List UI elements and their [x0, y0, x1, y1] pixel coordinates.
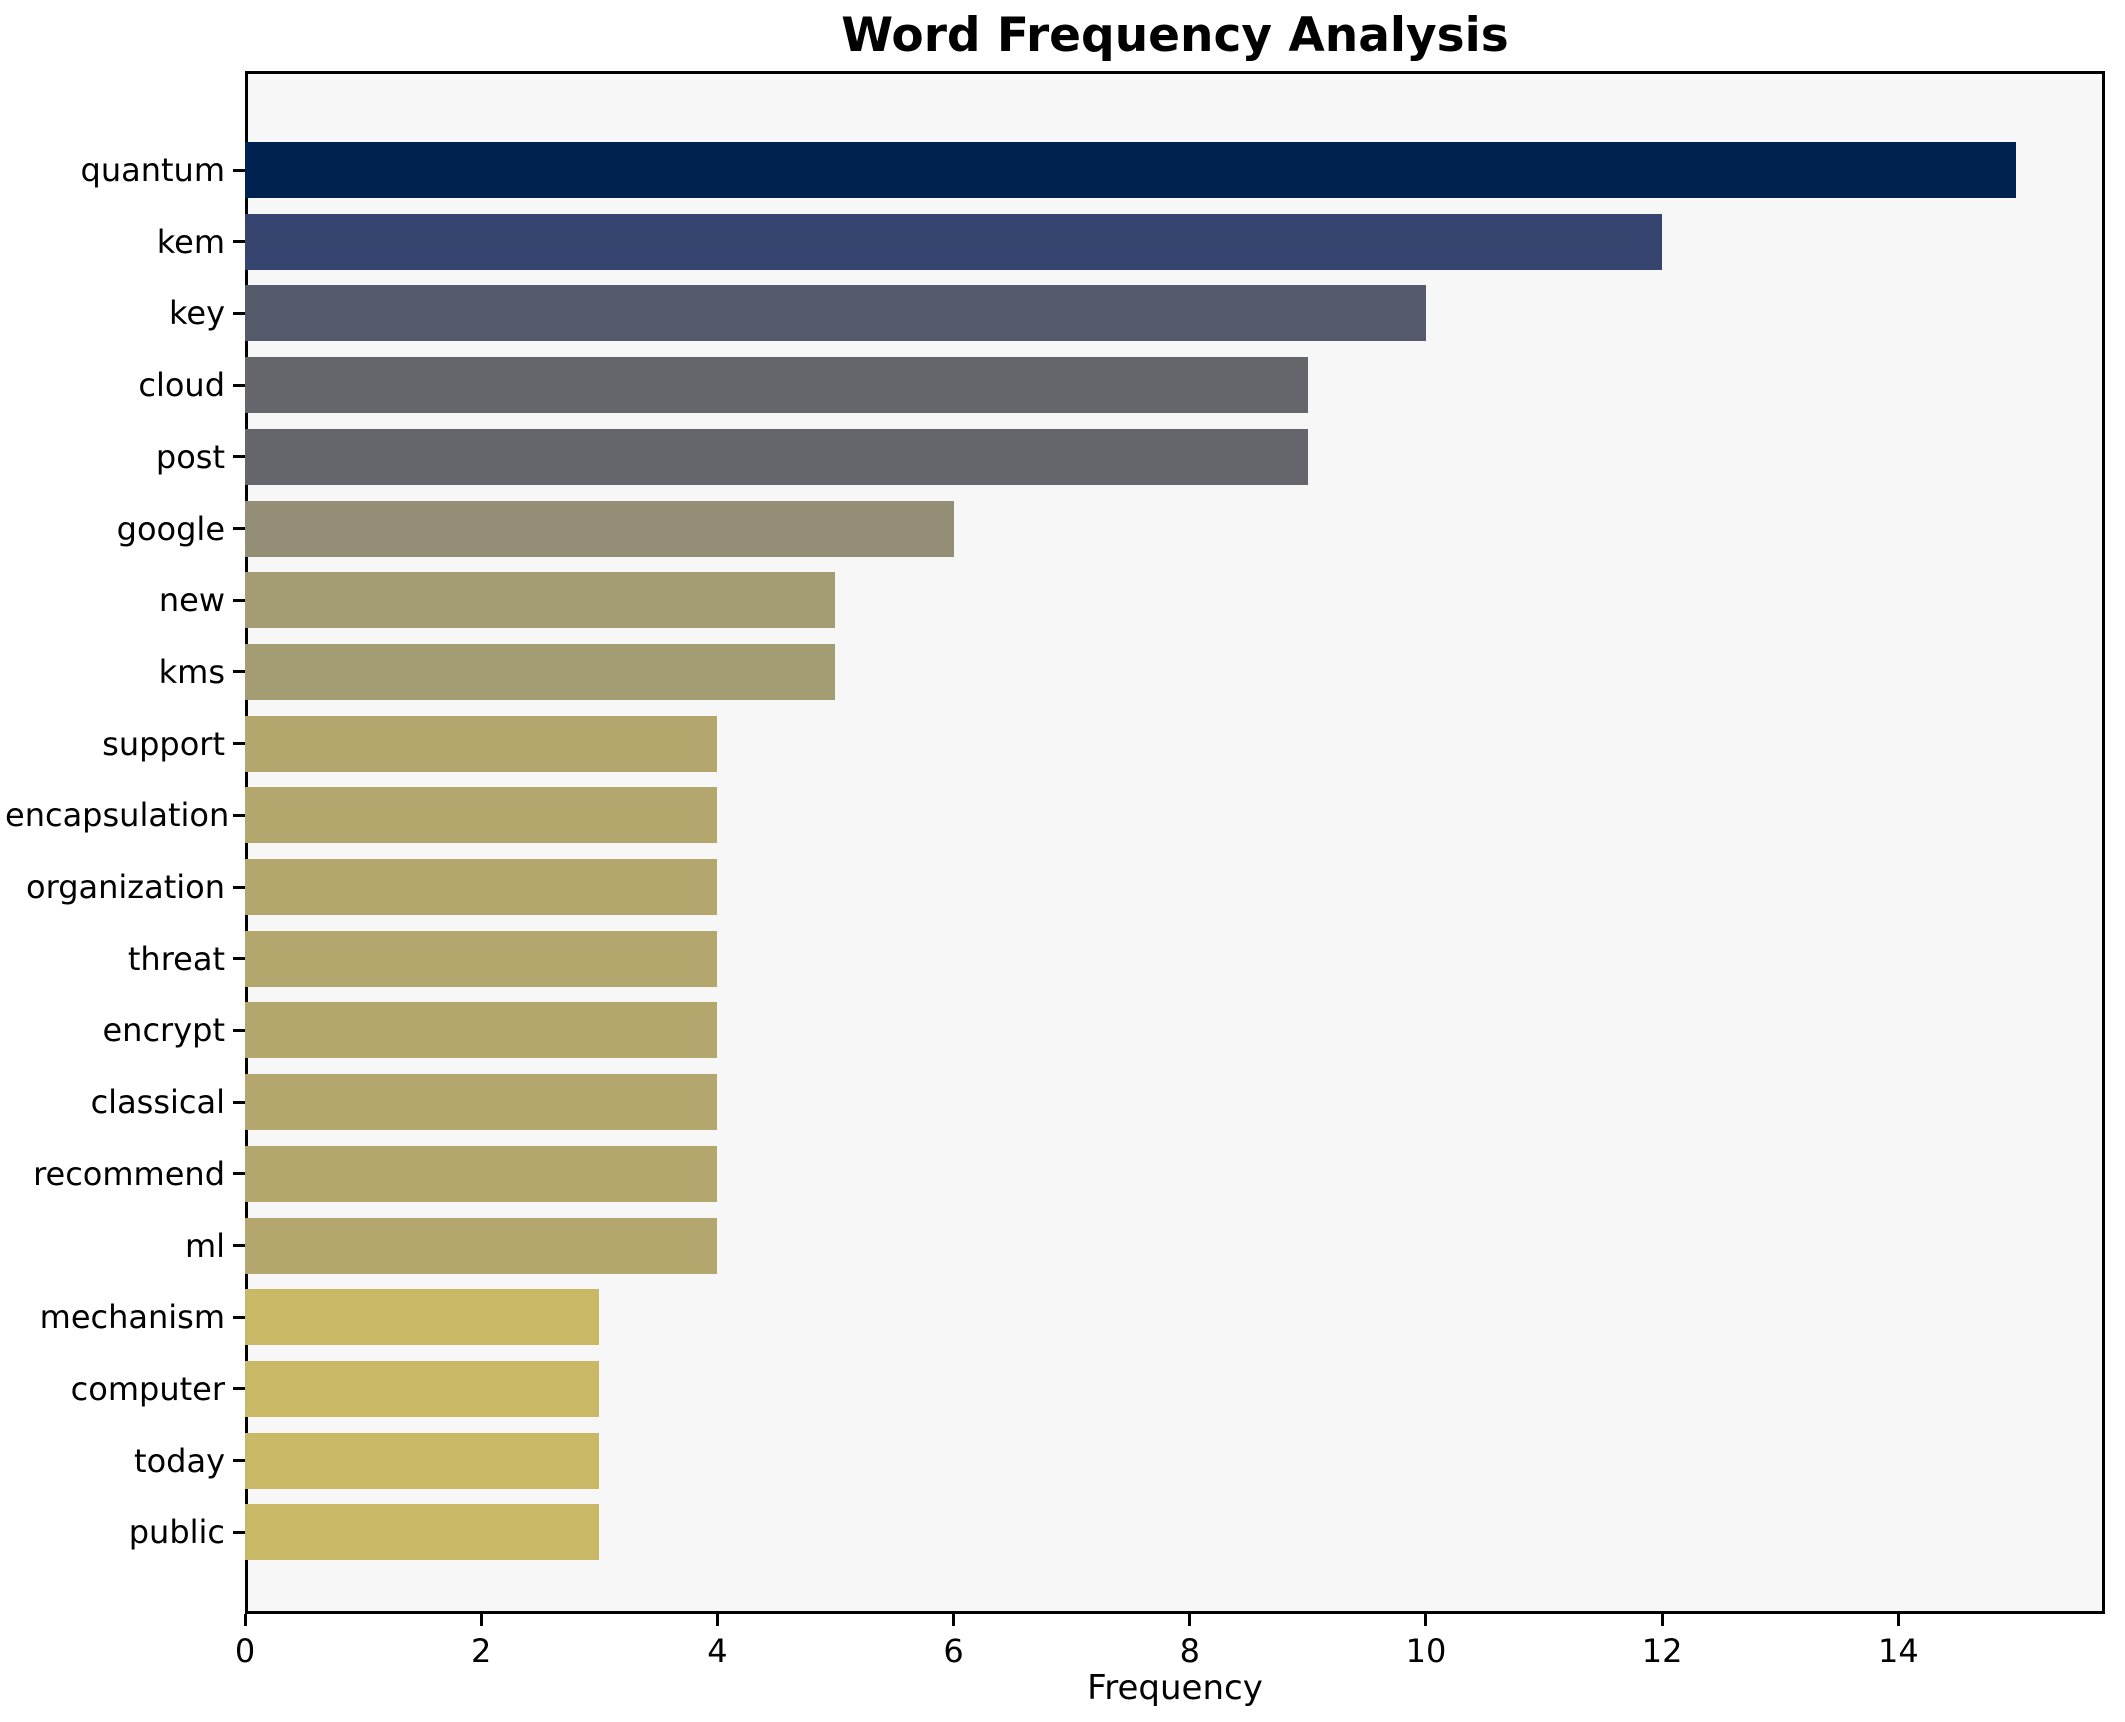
x-tick-label-6: 6 — [943, 1632, 964, 1670]
x-tick-mark — [1896, 1614, 1900, 1626]
x-tick-mark — [715, 1614, 719, 1626]
bar-post — [245, 428, 1308, 485]
y-tick-label-mechanism: mechanism — [39, 1298, 225, 1337]
x-tick-mark — [1660, 1614, 1664, 1626]
y-tick-mark — [233, 1530, 245, 1534]
x-tick-label-8: 8 — [1179, 1632, 1200, 1670]
x-tick-mark — [952, 1614, 956, 1626]
bar-encrypt — [245, 1002, 718, 1059]
bar-computer — [245, 1360, 600, 1417]
y-tick-label-encapsulation: encapsulation — [5, 796, 230, 835]
y-tick-label-post: post — [155, 437, 225, 476]
y-tick-label-today: today — [134, 1441, 225, 1480]
y-tick-label-kem: kem — [156, 222, 225, 261]
y-tick-mark — [233, 1315, 245, 1319]
y-tick-mark — [233, 527, 245, 530]
y-tick-label-key: key — [168, 294, 225, 333]
y-tick-mark — [233, 742, 245, 746]
bar-kms — [245, 643, 836, 700]
bar-kem — [245, 213, 1663, 270]
y-tick-mark — [233, 1387, 245, 1391]
y-tick-mark — [233, 168, 245, 172]
x-axis-label: Frequency — [1087, 1668, 1263, 1708]
bar-encapsulation — [245, 787, 718, 844]
bar-today — [245, 1432, 600, 1489]
y-tick-mark — [233, 1028, 245, 1032]
y-tick-label-quantum: quantum — [80, 151, 225, 189]
y-tick-label-cloud: cloud — [138, 366, 225, 405]
bar-recommend — [245, 1145, 718, 1202]
x-tick-label-0: 0 — [234, 1632, 256, 1670]
y-tick-mark — [233, 1100, 245, 1104]
bar-quantum — [245, 142, 2017, 198]
bar-key — [245, 285, 1426, 342]
bar-public — [245, 1504, 600, 1561]
y-tick-label-new: new — [158, 581, 225, 620]
bar-organization — [245, 859, 718, 915]
bar-threat — [245, 930, 718, 987]
y-tick-label-computer: computer — [70, 1369, 225, 1408]
x-tick-mark — [243, 1614, 247, 1626]
y-tick-mark — [233, 670, 245, 674]
x-tick-label-4: 4 — [707, 1632, 728, 1670]
bar-google — [245, 500, 954, 557]
y-tick-label-ml: ml — [184, 1226, 225, 1265]
x-tick-label-14: 14 — [1877, 1632, 1919, 1670]
y-tick-mark — [233, 957, 245, 961]
y-tick-label-organization: organization — [26, 868, 225, 906]
x-tick-mark — [479, 1614, 483, 1626]
bar-cloud — [245, 357, 1308, 414]
y-tick-label-recommend: recommend — [33, 1154, 225, 1193]
y-tick-label-kms: kms — [158, 652, 225, 691]
y-tick-label-google: google — [116, 509, 225, 548]
y-tick-label-encrypt: encrypt — [102, 1011, 225, 1050]
x-tick-mark — [1424, 1614, 1428, 1626]
y-tick-mark — [233, 1172, 245, 1176]
y-tick-mark — [233, 240, 245, 244]
bar-new — [245, 572, 836, 629]
x-tick-mark — [1188, 1614, 1192, 1626]
x-tick-label-10: 10 — [1405, 1632, 1447, 1670]
x-tick-label-12: 12 — [1641, 1632, 1683, 1670]
y-tick-mark — [233, 1244, 245, 1247]
x-tick-label-2: 2 — [471, 1632, 492, 1670]
bar-support — [245, 715, 718, 772]
y-tick-mark — [233, 598, 245, 602]
bar-mechanism — [245, 1289, 600, 1346]
y-tick-label-support: support — [102, 724, 225, 763]
y-tick-label-threat: threat — [127, 939, 225, 978]
y-tick-label-public: public — [128, 1513, 225, 1552]
y-tick-mark — [233, 383, 245, 387]
y-tick-label-classical: classical — [90, 1083, 225, 1122]
chart-title: Word Frequency Analysis — [841, 8, 1509, 63]
y-tick-mark — [233, 1459, 245, 1463]
bar-classical — [245, 1074, 718, 1131]
y-tick-mark — [233, 813, 245, 817]
bar-ml — [245, 1217, 718, 1274]
y-tick-mark — [233, 455, 245, 459]
y-tick-mark — [233, 885, 245, 889]
y-tick-mark — [233, 311, 245, 315]
